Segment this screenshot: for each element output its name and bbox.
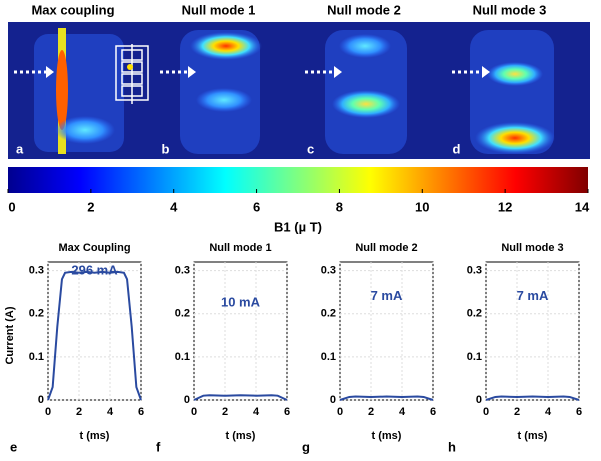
y-tick-label: 0.3: [467, 265, 482, 277]
x-tick-label: 6: [430, 406, 436, 418]
line: [485, 395, 580, 401]
plot-area: [193, 261, 288, 401]
annotation: 7 mA: [371, 288, 403, 303]
plot-area: [47, 261, 142, 401]
x-tick-label: 2: [222, 406, 228, 418]
hot-core: [56, 50, 68, 130]
colorbar-tick-label: 2: [87, 199, 94, 214]
x-tick-label: 2: [368, 406, 374, 418]
x-tick-label: 6: [576, 406, 582, 418]
y-tick-label: 0.3: [321, 265, 336, 277]
coil-dot: [127, 64, 133, 70]
colorbar-tick-label: 14: [575, 199, 590, 214]
x-tick-label: 6: [284, 406, 290, 418]
x-tick-label: 4: [545, 406, 552, 418]
y-tick-label: 0.2: [29, 308, 44, 320]
x-axis-label: t (ms): [226, 430, 256, 442]
panel-letter: c: [307, 141, 314, 156]
x-tick-label: 0: [191, 406, 197, 418]
x-tick-label: 4: [253, 406, 260, 418]
x-tick-label: 0: [483, 406, 489, 418]
annotation: 7 mA: [517, 288, 549, 303]
colorbar-tick-label: 10: [415, 199, 429, 214]
x-tick-label: 2: [514, 406, 520, 418]
x-tick-label: 6: [138, 406, 144, 418]
y-tick-label: 0.1: [467, 351, 482, 363]
panel-title: Null mode 3: [473, 2, 547, 17]
x-tick-label: 0: [45, 406, 51, 418]
blob: [487, 62, 543, 86]
blob: [475, 122, 555, 154]
y-tick-label: 0.3: [29, 265, 44, 277]
colorbar-tick-label: 4: [170, 199, 178, 214]
blob: [339, 34, 391, 58]
x-tick-label: 0: [337, 406, 343, 418]
coil-icon: [115, 44, 149, 104]
chart-title: Null mode 3: [501, 242, 563, 254]
blob: [190, 32, 262, 60]
panel-title: Max coupling: [31, 2, 114, 17]
x-axis-label: t (ms): [372, 430, 402, 442]
line: [339, 395, 434, 401]
y-tick-label: 0.1: [29, 351, 44, 363]
panel-letter: e: [10, 439, 17, 454]
panel-letter: b: [162, 141, 170, 156]
chart-title: Null mode 1: [209, 242, 271, 254]
annotation: 10 mA: [221, 295, 261, 310]
line: [47, 270, 142, 401]
panel-title: Null mode 1: [182, 2, 256, 17]
panel-letter: f: [156, 439, 161, 454]
y-tick-label: 0: [184, 394, 190, 406]
blob: [332, 90, 400, 118]
y-tick-label: 0.1: [321, 351, 336, 363]
colorbar-tick-label: 6: [253, 199, 260, 214]
y-tick-label: 0.3: [175, 265, 190, 277]
y-tick-label: 0.2: [175, 308, 190, 320]
panel-title: Null mode 2: [327, 2, 401, 17]
colorbar-tick-label: 8: [336, 199, 343, 214]
y-tick-label: 0.2: [321, 308, 336, 320]
line: [193, 394, 288, 401]
chart-title: Max Coupling: [58, 242, 130, 254]
panel-letter: a: [16, 141, 24, 156]
phantom: [470, 30, 554, 154]
x-axis-label: t (ms): [80, 430, 110, 442]
plot-area: [485, 261, 580, 401]
images: [14, 28, 555, 154]
y-tick-label: 0.1: [175, 351, 190, 363]
panel-letter: d: [453, 141, 461, 156]
colorbar: [8, 167, 588, 193]
x-axis-label: t (ms): [518, 430, 548, 442]
y-tick-label: 0: [330, 394, 336, 406]
chart-title: Null mode 2: [355, 242, 417, 254]
x-tick-label: 2: [76, 406, 82, 418]
y-tick-label: 0: [476, 394, 482, 406]
x-tick-label: 4: [399, 406, 406, 418]
colorbar-label: B1 (µ T): [274, 219, 322, 234]
blob: [196, 88, 252, 112]
plot-area: [339, 261, 434, 401]
y-tick-label: 0.2: [467, 308, 482, 320]
colorbar-tick-label: 0: [8, 199, 15, 214]
panel-letter: g: [302, 439, 310, 454]
panel-letter: h: [448, 439, 456, 454]
blob: [55, 116, 115, 144]
y-axis-label: Current (A): [4, 306, 16, 364]
x-tick-label: 4: [107, 406, 114, 418]
annotation: 296 mA: [71, 262, 118, 277]
y-tick-label: 0: [38, 394, 44, 406]
arrowheads: [46, 66, 490, 78]
colorbar-tick-label: 12: [498, 199, 512, 214]
